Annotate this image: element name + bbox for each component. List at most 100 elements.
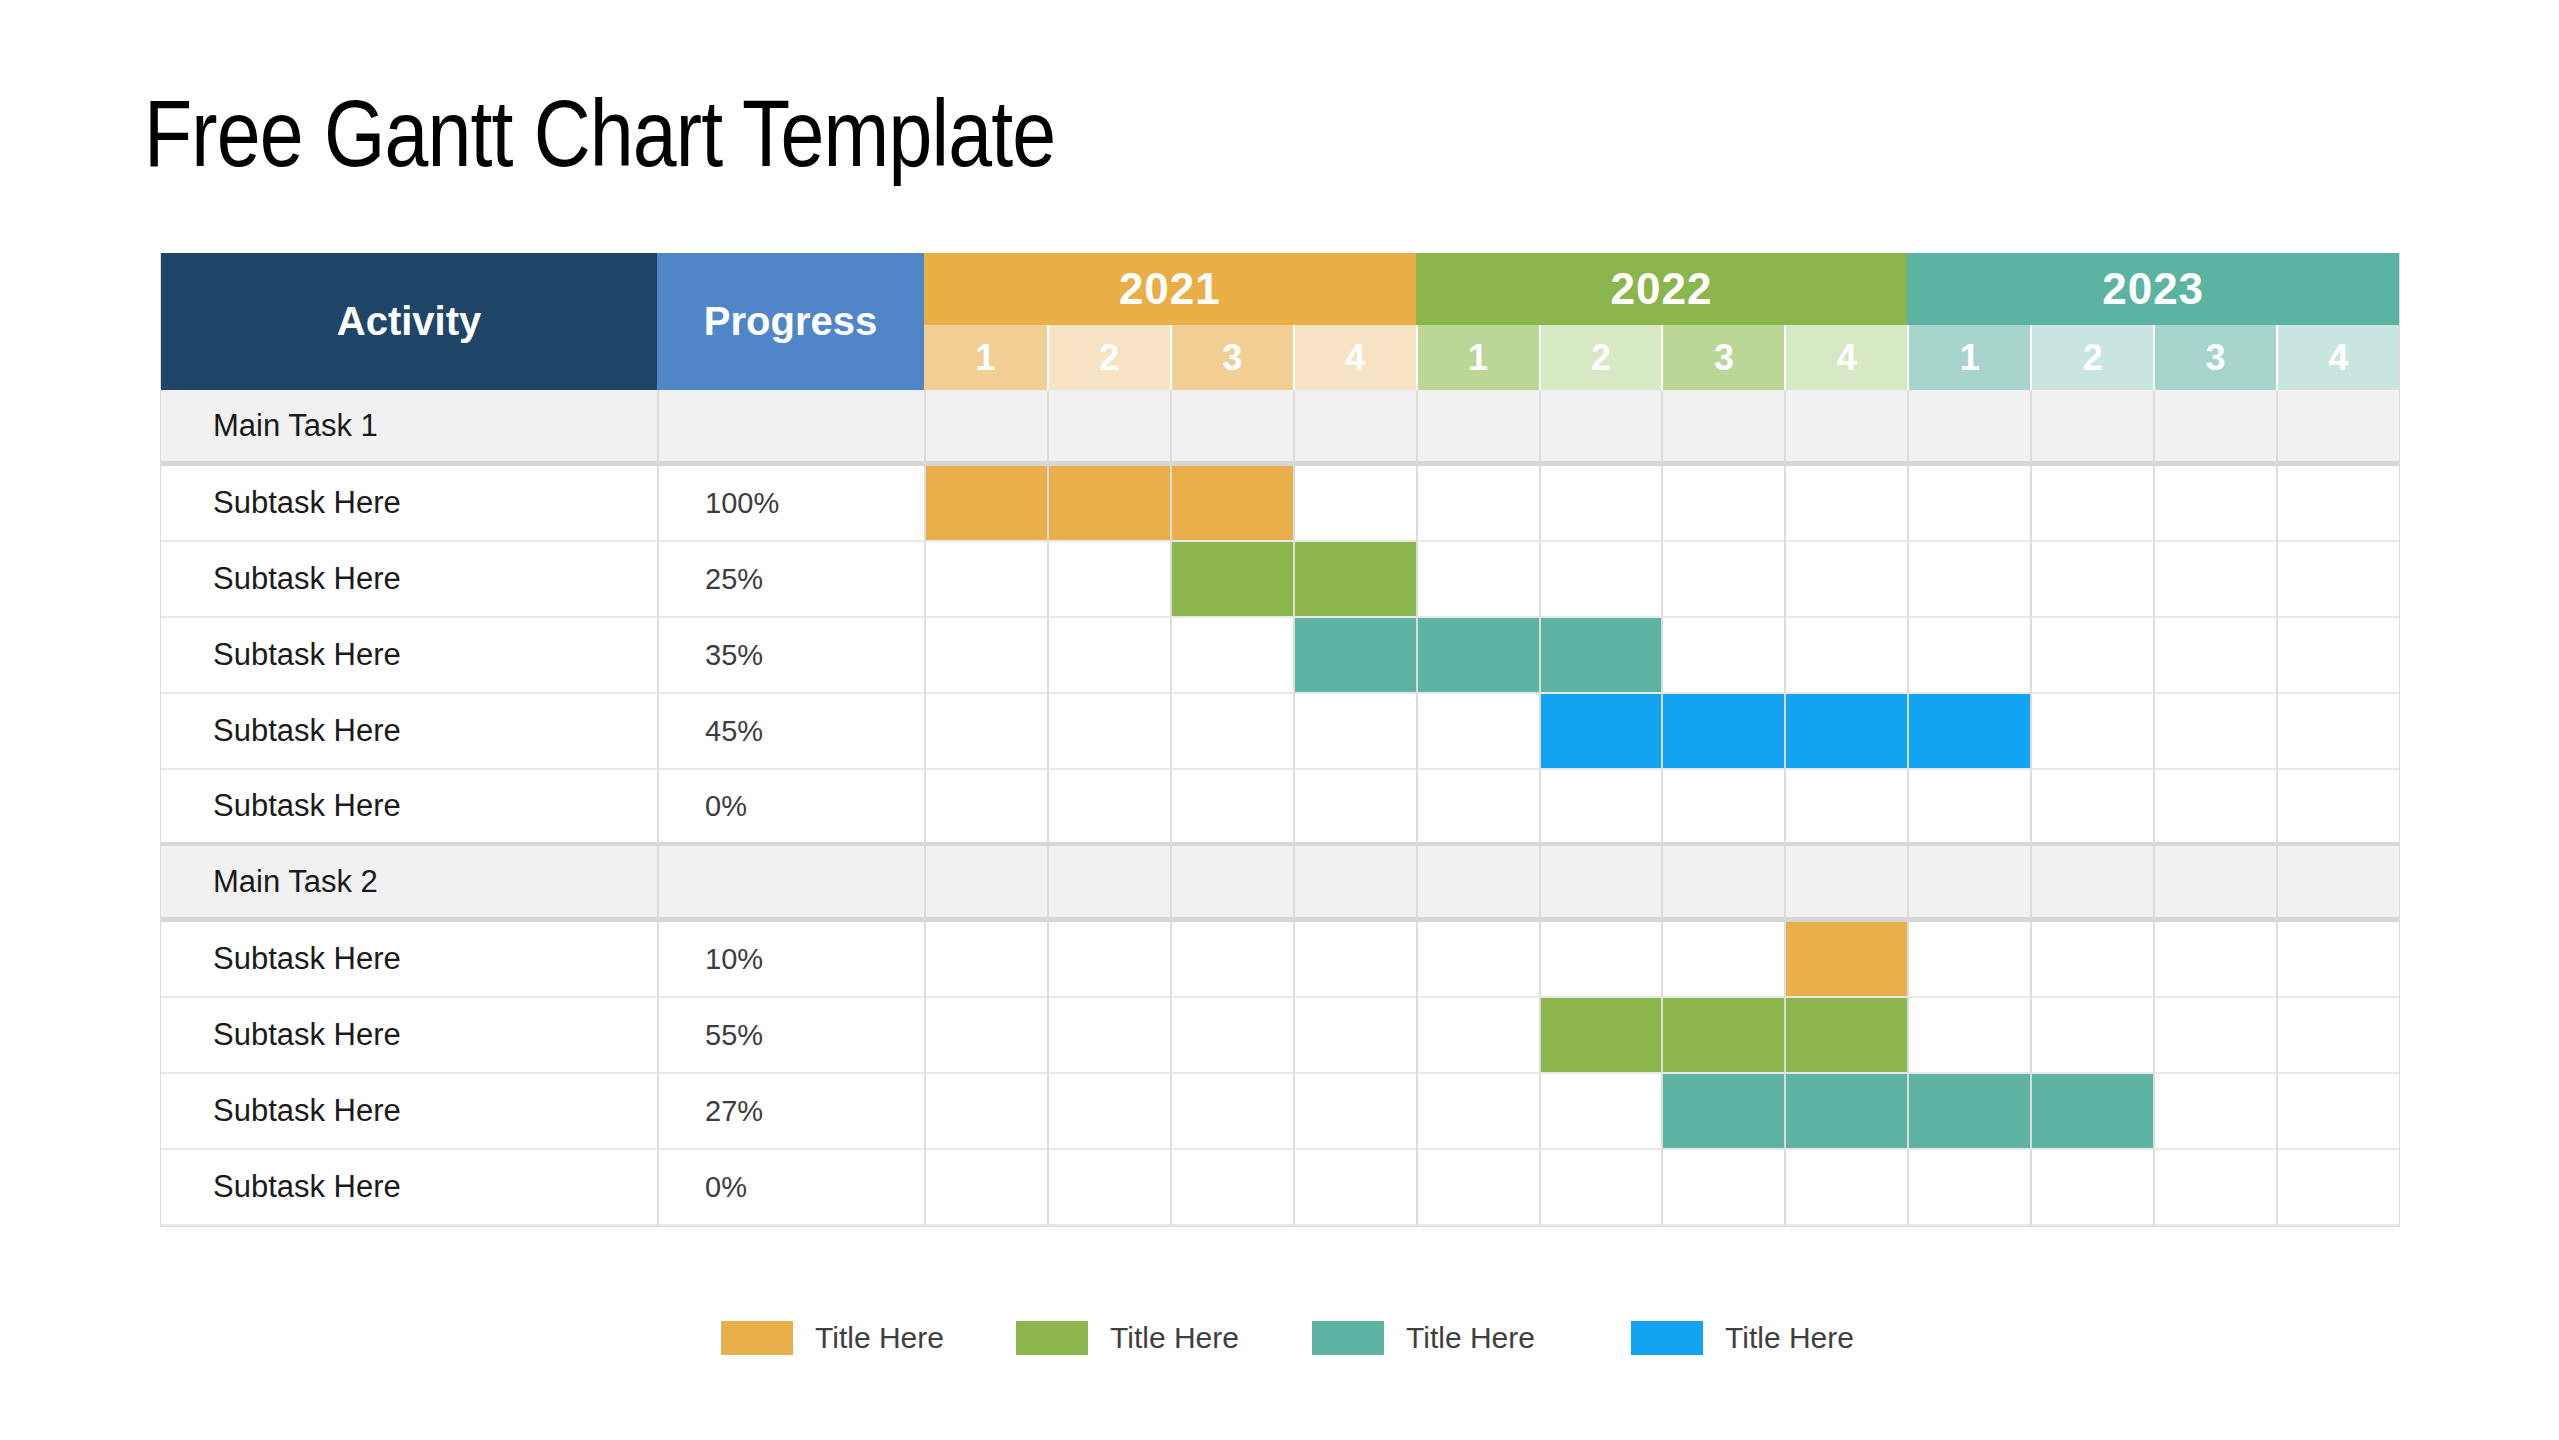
- gantt-bar-cell: [1170, 466, 1293, 542]
- gantt-table: ActivityProgress202112342022123420231234…: [160, 253, 2400, 1227]
- quarter-cell: [2030, 542, 2153, 618]
- activity-cell: Subtask Here: [161, 998, 657, 1074]
- progress-cell: [657, 390, 924, 466]
- progress-cell: 35%: [657, 618, 924, 694]
- legend-swatch-icon: [1631, 1321, 1703, 1355]
- legend-label: Title Here: [1110, 1321, 1239, 1355]
- quarter-cell: [2153, 1074, 2276, 1150]
- quarter-header-2023-q3: 3: [2153, 325, 2276, 390]
- quarter-cell: [1293, 998, 1416, 1074]
- quarter-cell: [924, 542, 1047, 618]
- quarter-cell: [924, 618, 1047, 694]
- quarter-cell: [2153, 846, 2276, 922]
- progress-cell: 25%: [657, 542, 924, 618]
- legend-swatch-icon: [1312, 1321, 1384, 1355]
- quarter-cell: [1907, 542, 2030, 618]
- activity-cell: Subtask Here: [161, 618, 657, 694]
- quarter-cell: [2030, 846, 2153, 922]
- legend-item: Title Here: [1016, 1318, 1239, 1358]
- quarter-header-2023-q2: 2: [2030, 325, 2153, 390]
- quarter-cell: [2276, 922, 2399, 998]
- quarter-cell: [1661, 618, 1784, 694]
- quarter-header-2021-q2: 2: [1047, 325, 1170, 390]
- quarter-cell: [1047, 922, 1170, 998]
- quarter-cell: [1539, 542, 1662, 618]
- quarter-cell: [924, 998, 1047, 1074]
- year-header-2021: 2021: [924, 253, 1416, 325]
- activity-cell: Subtask Here: [161, 1150, 657, 1226]
- quarter-cell: [1047, 694, 1170, 770]
- quarter-cell: [1661, 1150, 1784, 1226]
- quarter-cell: [1416, 846, 1539, 922]
- quarter-cell: [2030, 694, 2153, 770]
- progress-cell: 27%: [657, 1074, 924, 1150]
- quarter-cell: [2153, 618, 2276, 694]
- progress-cell: 0%: [657, 1150, 924, 1226]
- quarter-cell: [1907, 770, 2030, 846]
- quarter-cell: [1293, 1074, 1416, 1150]
- gantt-bar-cell: [1047, 466, 1170, 542]
- quarter-cell: [1416, 998, 1539, 1074]
- quarter-cell: [1170, 922, 1293, 998]
- quarter-header-2022-q4: 4: [1784, 325, 1907, 390]
- quarter-header-2022-q2: 2: [1539, 325, 1662, 390]
- quarter-cell: [2276, 466, 2399, 542]
- quarter-cell: [1907, 390, 2030, 466]
- gantt-bar-cell: [1293, 618, 1416, 694]
- quarter-cell: [924, 1150, 1047, 1226]
- quarter-header-2021-q1: 1: [924, 325, 1047, 390]
- quarter-cell: [2276, 1150, 2399, 1226]
- quarter-cell: [2030, 922, 2153, 998]
- quarter-cell: [2153, 466, 2276, 542]
- quarter-cell: [2030, 998, 2153, 1074]
- quarter-header-2021-q4: 4: [1293, 325, 1416, 390]
- quarter-header-2022-q3: 3: [1661, 325, 1784, 390]
- quarter-cell: [924, 694, 1047, 770]
- activity-header: Activity: [161, 253, 657, 390]
- quarter-cell: [1170, 1150, 1293, 1226]
- gantt-bar-cell: [1661, 1074, 1784, 1150]
- gantt-bar-cell: [1539, 694, 1662, 770]
- quarter-cell: [1539, 770, 1662, 846]
- quarter-cell: [1416, 542, 1539, 618]
- quarter-cell: [2030, 770, 2153, 846]
- year-header-2023: 2023: [1907, 253, 2399, 325]
- progress-cell: 0%: [657, 770, 924, 846]
- quarter-cell: [2153, 998, 2276, 1074]
- legend-item: Title Here: [721, 1318, 944, 1358]
- quarter-cell: [924, 922, 1047, 998]
- quarter-cell: [1170, 694, 1293, 770]
- quarter-cell: [1661, 770, 1784, 846]
- progress-cell: 45%: [657, 694, 924, 770]
- quarter-cell: [1293, 846, 1416, 922]
- quarter-cell: [2030, 618, 2153, 694]
- quarter-cell: [1293, 770, 1416, 846]
- quarter-cell: [2276, 846, 2399, 922]
- quarter-cell: [1539, 390, 1662, 466]
- quarter-cell: [1539, 466, 1662, 542]
- quarter-cell: [924, 846, 1047, 922]
- activity-cell: Subtask Here: [161, 694, 657, 770]
- quarter-cell: [1047, 998, 1170, 1074]
- quarter-cell: [1784, 618, 1907, 694]
- quarter-cell: [1293, 390, 1416, 466]
- slide-canvas: Free Gantt Chart Template ActivityProgre…: [0, 0, 2559, 1440]
- quarter-cell: [2153, 1150, 2276, 1226]
- quarter-cell: [2153, 770, 2276, 846]
- quarter-cell: [1784, 542, 1907, 618]
- gantt-bar-cell: [2030, 1074, 2153, 1150]
- gantt-bar-cell: [924, 466, 1047, 542]
- activity-cell: Subtask Here: [161, 1074, 657, 1150]
- quarter-cell: [1661, 846, 1784, 922]
- legend-swatch-icon: [721, 1321, 793, 1355]
- gantt-bar-cell: [1539, 618, 1662, 694]
- quarter-cell: [1170, 998, 1293, 1074]
- legend-swatch-icon: [1016, 1321, 1088, 1355]
- quarter-cell: [1170, 770, 1293, 846]
- quarter-cell: [1047, 618, 1170, 694]
- quarter-cell: [1539, 846, 1662, 922]
- quarter-cell: [1784, 770, 1907, 846]
- quarter-cell: [1047, 1074, 1170, 1150]
- quarter-cell: [1293, 922, 1416, 998]
- legend-label: Title Here: [1406, 1321, 1535, 1355]
